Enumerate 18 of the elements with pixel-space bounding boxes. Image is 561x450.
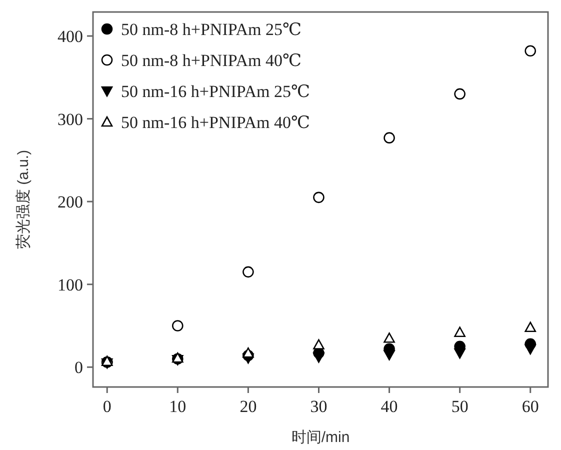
legend-label: 50 nm-8 h+PNIPAm 25℃ <box>121 20 302 39</box>
x-tick-label: 10 <box>169 397 186 416</box>
x-tick-label: 0 <box>102 397 112 416</box>
legend-label: 50 nm-8 h+PNIPAm 40℃ <box>121 51 302 70</box>
y-tick-label: 100 <box>58 275 83 294</box>
legend-label: 50 nm-16 h+PNIPAm 40℃ <box>121 113 310 132</box>
y-axis-title: 荧光强度 (a.u.) <box>15 150 32 250</box>
x-tick-label: 40 <box>380 397 398 416</box>
x-axis-title: 时间/min <box>291 429 350 446</box>
x-tick-label: 50 <box>451 397 468 416</box>
y-tick-label: 400 <box>58 27 83 46</box>
legend-label: 50 nm-16 h+PNIPAm 25℃ <box>121 82 310 101</box>
y-tick-label: 200 <box>58 192 83 212</box>
x-tick-label: 20 <box>240 397 257 416</box>
y-tick-label: 300 <box>58 110 83 129</box>
y-tick-label: 0 <box>74 358 83 378</box>
x-tick-label: 60 <box>522 397 539 416</box>
x-tick-label: 30 <box>310 397 328 416</box>
